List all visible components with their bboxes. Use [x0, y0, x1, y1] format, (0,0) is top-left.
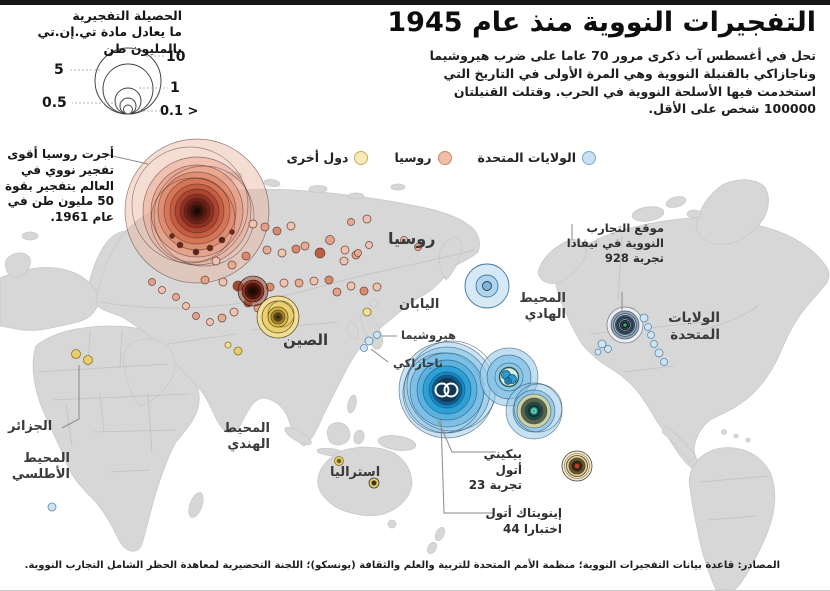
us-test-site-dots	[47, 313, 668, 512]
us-color-swatch	[582, 150, 596, 165]
source-line: المصادر: قاعدة بيانات التفجيرات النووية؛…	[24, 560, 780, 571]
enewetak-callout-count: 44 اختبارا	[503, 521, 562, 536]
legend-item-other: دول أخرى	[287, 150, 369, 165]
legend-item-other-label: دول أخرى	[286, 150, 349, 165]
intro-paragraph: تحل في أغسطس آب ذكرى مرور 70 عاما على ضر…	[429, 48, 816, 117]
nevada-callout-line2: النووية في نيفادا	[566, 235, 664, 250]
size-label-10: 10	[166, 49, 186, 65]
cluster-kazakhstan	[237, 275, 269, 307]
legend-item-russia-label: روسيا	[394, 150, 432, 165]
map-label-pacific-ocean: المحيط الهادي	[519, 291, 566, 323]
page-title: التفجيرات النووية منذ عام 1945	[387, 7, 816, 38]
legend-item-us: الولايات المتحدة	[477, 150, 596, 165]
map-label-russia: روسيا	[388, 229, 436, 248]
size-label-5: 5	[54, 62, 64, 78]
map-label-australia: استراليا	[330, 465, 381, 480]
russia-biggest-test-callout: أجرت روسيا أقوى تفجير نووي في العالم بتف…	[5, 147, 114, 225]
map-label-united-states: الولايات المتحدة	[668, 310, 720, 343]
enewetak-callout: إينويتاك أتول 44 اختبارا	[474, 506, 562, 537]
country-borders	[37, 235, 769, 521]
other-country-test-dots	[71, 307, 380, 489]
bikini-callout: بيكيني أتول 23 تجربة	[458, 447, 522, 494]
bikini-callout-line1: بيكيني	[483, 447, 522, 461]
map-label-hiroshima: هيروشيما	[401, 328, 457, 342]
top-bar	[0, 0, 830, 5]
country-color-legend: الولايات المتحدة روسيا دول أخرى	[287, 150, 596, 165]
cluster-nevada	[606, 306, 644, 344]
legend-item-us-label: الولايات المتحدة	[477, 150, 577, 165]
map-label-japan: اليابان	[399, 297, 440, 312]
size-legend-title: الحصيلة التفجيرية ما يعادل مادة تي.إن.تي…	[2, 8, 182, 57]
nevada-callout-line1: موقع التجارب	[586, 221, 664, 235]
bikini-callout-line2: أتول	[495, 462, 522, 477]
size-label-under-0-1: 0.1 >	[160, 104, 199, 119]
legend-item-russia: روسيا	[394, 150, 452, 165]
russia-test-site-dots	[148, 214, 422, 326]
leader-lines	[61, 153, 623, 514]
other-color-swatch	[354, 150, 369, 165]
map-label-atlantic-ocean: المحيط الأطلسي	[11, 451, 70, 483]
cluster-south-pacific	[561, 450, 593, 482]
size-legend-title-line2: ما يعادل مادة تي.إن.تي بالمليون طن	[37, 24, 182, 56]
nevada-callout: موقع التجارب النووية في نيفادا 928 تجربة	[556, 221, 664, 266]
map-label-algeria: الجزائر	[8, 419, 53, 434]
cluster-pacific-c	[505, 382, 563, 440]
cluster-pacific-main	[398, 340, 498, 439]
russia-color-swatch	[437, 150, 452, 165]
map-label-china: الصين	[283, 331, 329, 349]
size-label-1: 1	[170, 80, 180, 96]
map-label-indian-ocean: المحيط الهندي	[223, 421, 270, 453]
size-legend-circles	[70, 47, 168, 115]
cluster-russia-arctic	[124, 138, 270, 284]
map-label-nagasaki: ناجازاكي	[393, 356, 444, 370]
cluster-aleutian	[464, 263, 510, 309]
cluster-china	[256, 295, 300, 339]
size-legend-title-line1: الحصيلة التفجيرية	[72, 8, 182, 23]
bikini-callout-count: 23 تجربة	[468, 478, 522, 493]
enewetak-callout-line1: إينويتاك أتول	[485, 506, 562, 520]
nevada-callout-count: 928 تجربة	[604, 250, 664, 265]
size-label-0-5: 0.5	[42, 95, 67, 111]
